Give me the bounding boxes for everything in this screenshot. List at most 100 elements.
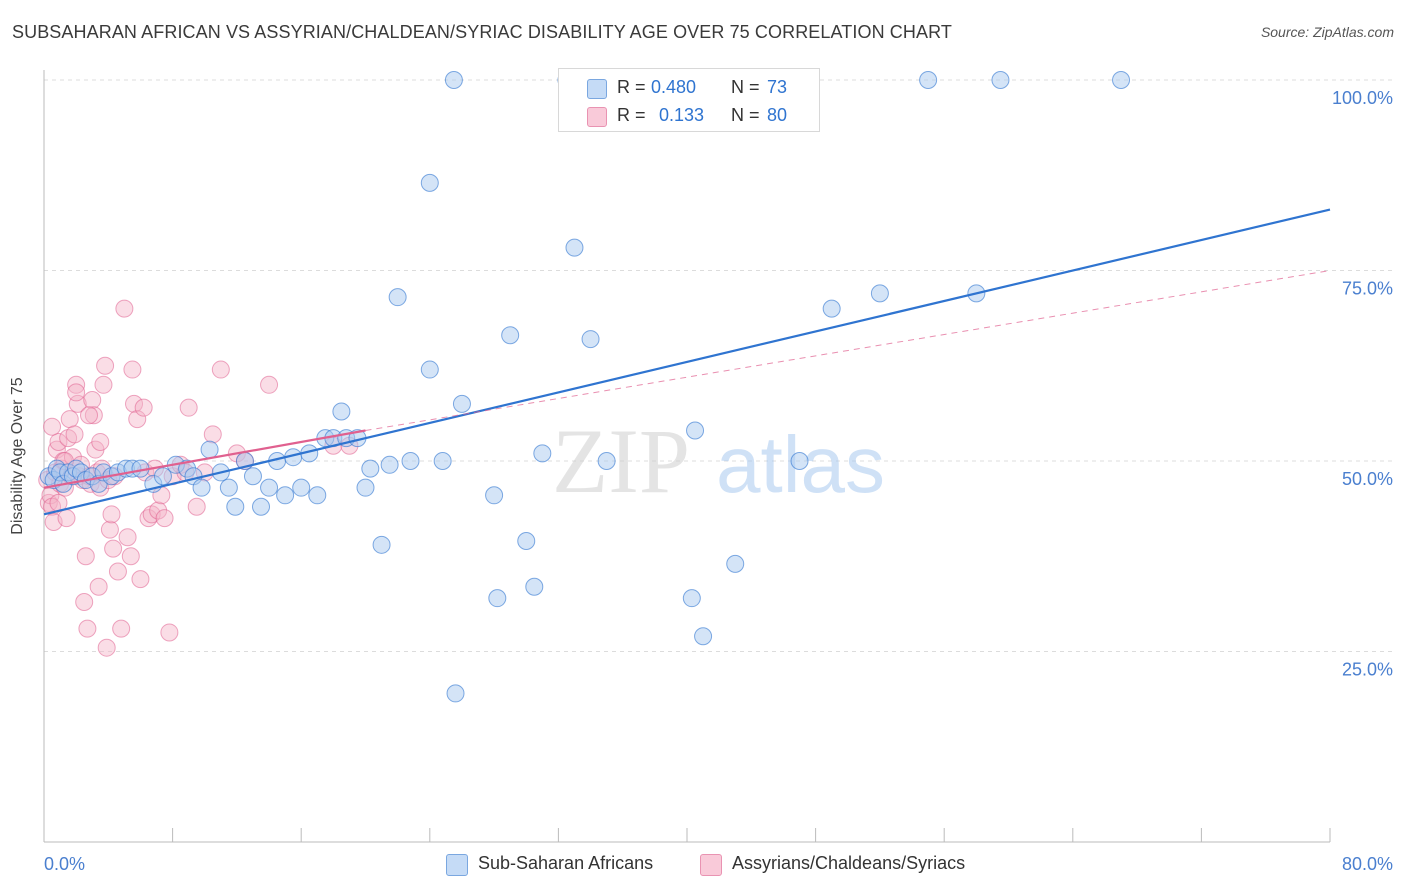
data-point-blue — [356, 478, 375, 497]
legend-r-label: R = — [617, 77, 646, 97]
y-tick-label: 100.0% — [1332, 88, 1393, 108]
legend-r-value: 0.480 — [651, 77, 697, 97]
legend-n-value: 80 — [767, 105, 788, 125]
trend-line-blue — [43, 208, 1331, 516]
data-point-blue — [485, 486, 504, 505]
legend-n-label: N = — [731, 105, 760, 125]
data-point-pink — [67, 375, 86, 394]
data-point-blue — [682, 589, 701, 608]
data-point-pink — [100, 520, 119, 539]
chart-title: SUBSAHARAN AFRICAN VS ASSYRIAN/CHALDEAN/… — [12, 22, 952, 42]
data-point-pink — [112, 619, 131, 638]
y-tick-label: 50.0% — [1342, 469, 1393, 489]
data-point-pink — [160, 623, 179, 642]
data-point-pink — [84, 406, 103, 425]
data-point-blue — [991, 71, 1010, 89]
data-point-pink — [260, 375, 279, 394]
data-point-pink — [97, 638, 116, 657]
data-point-pink — [134, 398, 153, 417]
y-tick-label: 75.0% — [1342, 279, 1393, 299]
source-credit: Source: ZipAtlas.com — [1260, 24, 1394, 40]
data-point-blue — [446, 684, 465, 703]
data-point-pink — [155, 509, 174, 528]
data-point-pink — [94, 375, 113, 394]
data-point-pink — [67, 383, 86, 402]
data-point-pink — [80, 406, 99, 425]
data-point-pink — [187, 497, 206, 516]
data-point-pink — [102, 505, 121, 524]
data-point-pink — [149, 501, 168, 520]
series-blue-points — [39, 71, 1131, 703]
bottom-legend-label-pink: Assyrians/Chaldeans/Syriacs — [732, 853, 966, 873]
axes — [43, 70, 1331, 843]
legend-n-label: N = — [731, 77, 760, 97]
data-point-pink — [57, 509, 76, 528]
data-point-pink — [96, 356, 115, 375]
y-axis-label: Disability Age Over 75 — [9, 377, 26, 535]
data-point-blue — [919, 71, 938, 89]
legend-n-value: 73 — [767, 77, 788, 97]
data-point-blue — [517, 532, 536, 551]
data-point-blue — [332, 402, 351, 421]
data-point-blue — [401, 452, 420, 470]
data-point-blue — [200, 440, 219, 459]
data-point-blue — [444, 71, 463, 89]
data-point-pink — [203, 425, 222, 444]
data-point-blue — [1112, 71, 1131, 89]
data-point-pink — [76, 547, 95, 566]
data-point-blue — [790, 452, 809, 470]
data-point-blue — [308, 486, 327, 505]
data-point-blue — [686, 421, 705, 440]
grid-lines — [44, 79, 1394, 652]
data-point-pink — [65, 425, 84, 444]
legend-row-blue: R = 0.480 N = 73 — [559, 73, 819, 101]
data-point-pink — [68, 394, 87, 413]
data-point-blue — [292, 478, 311, 497]
data-point-pink — [75, 592, 94, 611]
legend-r-value: 0.133 — [659, 105, 705, 125]
y-axis-label-wrap: Disability Age Over 75 — [9, 377, 27, 534]
data-point-blue — [433, 452, 452, 470]
data-point-blue — [243, 467, 262, 486]
data-point-blue — [219, 478, 238, 497]
data-point-pink — [43, 417, 62, 436]
watermark-zip: ZIP — [552, 410, 690, 512]
trend-line-pink — [43, 429, 366, 489]
data-point-pink — [131, 570, 150, 589]
data-point-blue — [226, 497, 245, 516]
legend-row-pink: R = 0.133 N = 80 — [559, 101, 819, 129]
data-point-blue — [452, 394, 471, 413]
data-point-pink — [123, 360, 142, 379]
data-point-blue — [488, 589, 507, 608]
data-point-blue — [726, 554, 745, 573]
data-point-blue — [276, 486, 295, 505]
bottom-legend-swatch-pink — [700, 854, 722, 876]
data-point-pink — [49, 432, 68, 451]
x-tick-label-max: 80.0% — [1342, 854, 1393, 874]
data-point-pink — [118, 528, 137, 547]
data-point-blue — [870, 284, 889, 303]
data-point-blue — [565, 238, 584, 257]
data-point-blue — [420, 360, 439, 379]
data-point-pink — [89, 577, 108, 596]
data-point-blue — [501, 326, 520, 345]
x-tick-label-min: 0.0% — [44, 854, 85, 874]
data-point-blue — [597, 452, 616, 470]
data-point-blue — [192, 478, 211, 497]
data-point-blue — [533, 444, 552, 463]
trend-line-pink-dashed — [365, 270, 1331, 432]
legend-swatch-blue — [587, 79, 607, 99]
legend-swatch-pink — [587, 107, 607, 127]
data-point-pink — [104, 539, 123, 558]
data-point-pink — [121, 547, 140, 566]
data-point-blue — [581, 330, 600, 349]
trend-lines — [43, 208, 1331, 516]
data-point-pink — [60, 410, 79, 429]
data-point-pink — [179, 398, 198, 417]
legend-r-label: R = — [617, 105, 646, 125]
data-point-pink — [108, 562, 127, 581]
data-point-pink — [128, 410, 147, 429]
data-point-blue — [252, 497, 271, 516]
data-point-blue — [822, 299, 841, 318]
